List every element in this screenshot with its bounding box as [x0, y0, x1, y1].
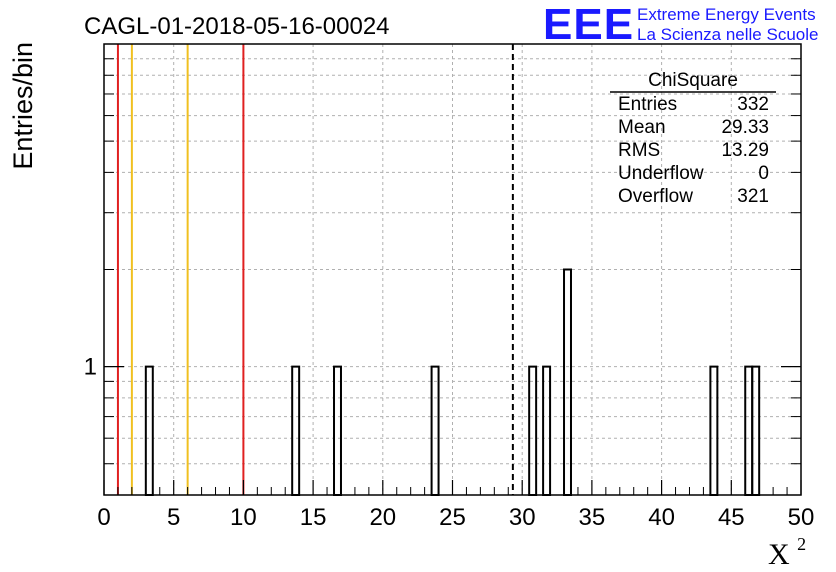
x-tick-label: 0 — [97, 504, 110, 531]
stats-row-value: 332 — [737, 94, 769, 115]
eee-logo-line1: Extreme Energy Events — [637, 5, 816, 24]
x-tick-label: 10 — [230, 504, 257, 531]
stats-row-label: Underflow — [618, 163, 704, 184]
eee-logo: EEE Extreme Energy Events La Scienza nel… — [543, 0, 818, 49]
stats-row-label: Entries — [618, 94, 677, 115]
eee-logo-line2: La Scienza nelle Scuole — [637, 25, 818, 44]
x-axis-ticks: 0 5 10 15 20 25 30 35 40 45 50 — [97, 480, 814, 531]
histogram-bar — [709, 365, 719, 496]
histogram-bar — [144, 365, 154, 496]
chart-title: CAGL-01-2018-05-16-00024 — [84, 13, 390, 40]
x-axis-label-superscript: 2 — [797, 534, 806, 554]
stats-row-label: RMS — [618, 140, 660, 161]
x-axis-label-base: X — [768, 538, 790, 571]
eee-logo-mark: EEE — [543, 0, 634, 49]
histogram-bar — [430, 365, 440, 496]
x-tick-label: 30 — [509, 504, 536, 531]
histogram-bar — [744, 365, 754, 496]
x-tick-label: 45 — [718, 504, 745, 531]
stats-row-label: Overflow — [618, 186, 693, 207]
y-axis-ticks: 1 — [84, 58, 801, 465]
histogram-bar — [751, 365, 761, 496]
x-tick-label: 35 — [579, 504, 606, 531]
histogram-bar — [542, 365, 552, 496]
histogram-bar — [563, 268, 572, 496]
grid-lines — [104, 44, 801, 495]
histogram-bar — [333, 365, 342, 496]
y-axis-label: Entries/bin — [8, 42, 38, 170]
stats-row-label: Mean — [618, 117, 666, 138]
x-tick-label: 40 — [648, 504, 675, 531]
x-axis-label: X 2 — [768, 534, 806, 571]
x-tick-label: 5 — [167, 504, 180, 531]
stats-box-title: ChiSquare — [648, 70, 738, 91]
reference-lines — [116, 44, 514, 495]
stats-box: ChiSquare Entries 332 Mean 29.33 RMS 13.29 Und… — [610, 70, 776, 207]
stats-row-value: 13.29 — [721, 140, 769, 161]
x-tick-label: 25 — [439, 504, 466, 531]
stats-row-value: 29.33 — [721, 117, 769, 138]
y-tick-label: 1 — [84, 354, 97, 381]
histogram-bar — [291, 365, 301, 496]
histogram-bars — [144, 268, 761, 496]
stats-row-value: 321 — [737, 186, 769, 207]
x-tick-label: 50 — [788, 504, 815, 531]
x-tick-label: 15 — [300, 504, 327, 531]
stats-row-value: 0 — [758, 163, 769, 184]
x-tick-label: 20 — [369, 504, 396, 531]
histogram-bar — [528, 365, 538, 496]
